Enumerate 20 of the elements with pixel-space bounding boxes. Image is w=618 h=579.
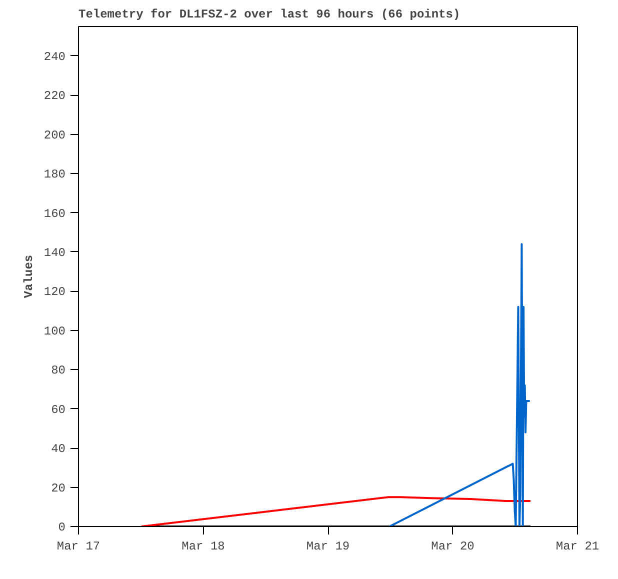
y-tick-label: 20	[51, 481, 66, 496]
y-axis-title: Values	[22, 254, 36, 298]
y-tick-label: 40	[51, 442, 66, 456]
chart-title: Telemetry for DL1FSZ-2 over last 96 hours (66 points)	[78, 8, 460, 22]
y-tick-label: 220	[44, 89, 66, 104]
x-tick-label: Mar 20	[431, 540, 474, 554]
y-tick-label: 100	[44, 324, 66, 338]
x-tick-label: Mar 21	[556, 540, 600, 554]
y-tick-label: 120	[44, 285, 66, 300]
y-tick-label: 80	[51, 364, 66, 378]
y-tick-label: 240	[44, 50, 66, 64]
y-tick-label: 60	[51, 402, 66, 417]
x-tick-label: Mar 17	[56, 540, 100, 554]
y-tick-label: 0	[58, 520, 66, 534]
y-tick-label: 180	[44, 168, 66, 182]
y-tick-label: 140	[44, 246, 66, 260]
y-tick-label: 200	[44, 128, 66, 142]
x-tick-label: Mar 18	[182, 540, 225, 554]
x-tick-label: Mar 19	[306, 540, 350, 554]
y-tick-label: 160	[44, 206, 66, 221]
